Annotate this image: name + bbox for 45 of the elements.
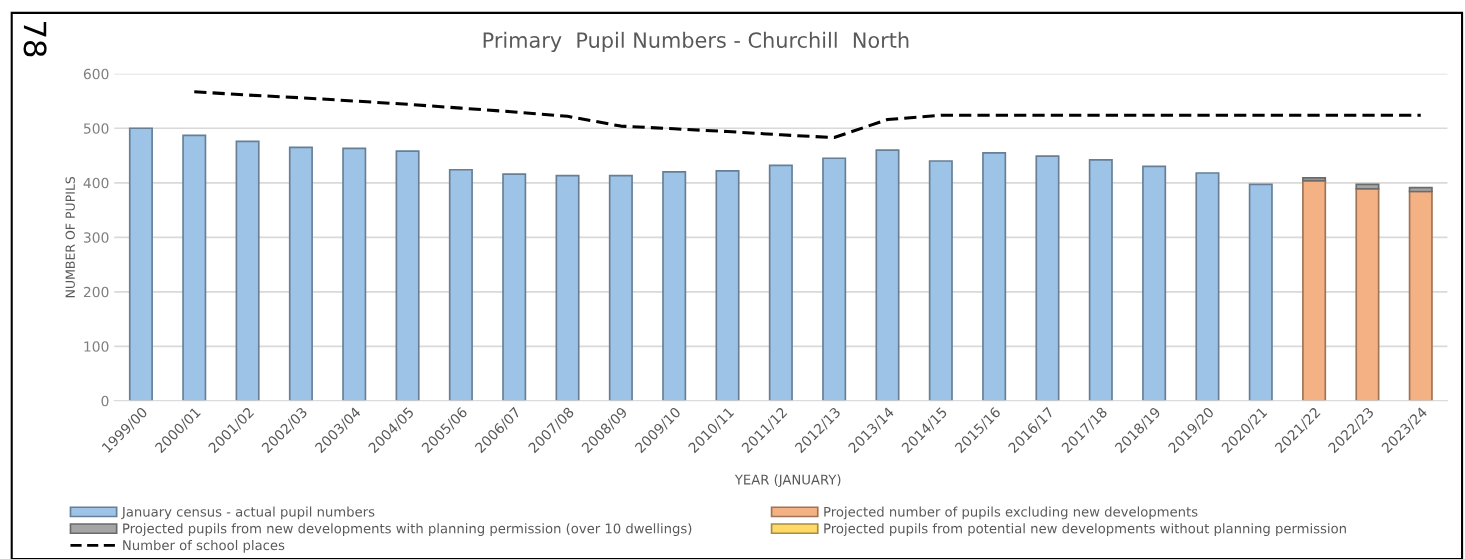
bar [555, 174, 580, 401]
bar [1035, 155, 1060, 401]
bar [768, 164, 793, 401]
legend-label: Projected number of pupils excluding new developments [824, 506, 1198, 520]
chart-title: Primary Pupil Numbers - Churchill North [483, 31, 909, 53]
y-tick-label: 300 [83, 232, 109, 243]
line-series [192, 90, 1423, 140]
bar [715, 169, 740, 401]
bar [1355, 183, 1380, 190]
bar [288, 146, 313, 401]
bar [1088, 159, 1113, 401]
bar [128, 127, 153, 401]
bar [235, 140, 260, 401]
bar [1302, 179, 1327, 401]
bar [982, 151, 1007, 401]
x-axis-title: YEAR (JANUARY) [734, 474, 841, 488]
legend-label: Projected pupils from new developments with planning permission (over 10 dwellings) [123, 523, 692, 536]
legend-label: Projected pupils from potential new developments without planning permission [824, 523, 1346, 536]
bar [875, 149, 900, 401]
text: 78 [23, 22, 47, 57]
bar [182, 134, 207, 401]
bar [608, 174, 633, 401]
bar [1408, 186, 1433, 193]
bar [928, 160, 953, 401]
y-tick-label: 200 [83, 286, 109, 298]
bar [502, 173, 527, 401]
y-tick-label: 600 [83, 68, 109, 80]
y-tick-label: 400 [83, 177, 109, 189]
legend-label: January census - actual pupil numbers [121, 506, 375, 520]
y-tick-label: 100 [84, 341, 109, 352]
bar [662, 171, 687, 401]
bar [1248, 183, 1273, 401]
bar [1302, 177, 1327, 182]
bar [395, 150, 420, 401]
bar [448, 168, 473, 401]
bar [1142, 165, 1167, 401]
bar [822, 157, 847, 401]
bar [342, 147, 367, 401]
y-tick-label: 500 [83, 123, 109, 134]
bar [1195, 172, 1220, 401]
y-axis-title: NUMBER OF PUPILS [65, 176, 75, 298]
y-tick-label: 0 [101, 395, 109, 407]
bar [1408, 190, 1433, 401]
bar [1355, 187, 1380, 401]
legend-label: Number of school places [123, 539, 285, 553]
